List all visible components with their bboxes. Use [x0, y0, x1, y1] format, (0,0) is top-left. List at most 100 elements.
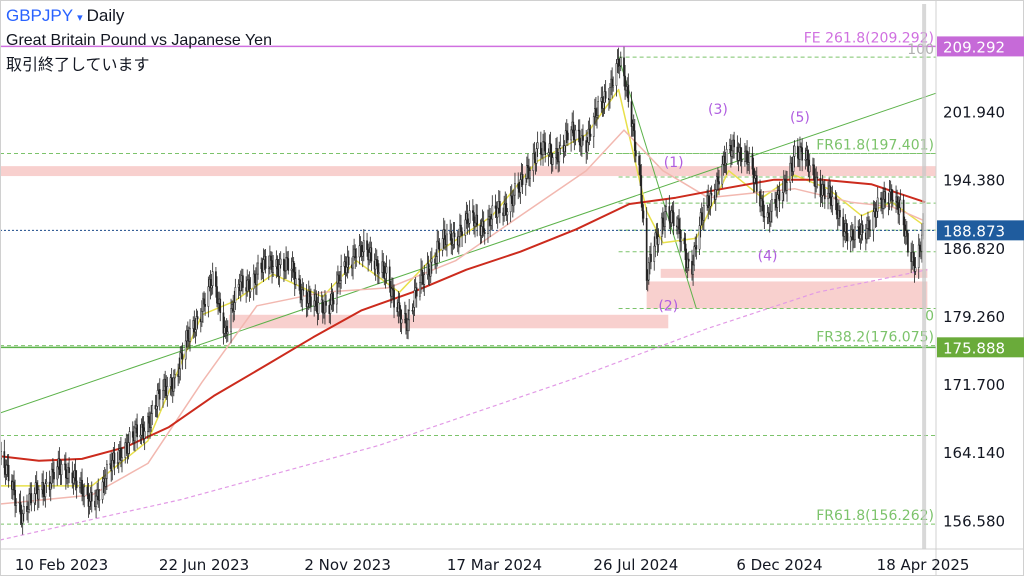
candle-body [912, 251, 915, 258]
candle-body [301, 289, 304, 301]
candle-body [724, 163, 727, 166]
candle-body [586, 141, 589, 153]
price-label-bg [937, 220, 1024, 241]
candle-body [609, 87, 611, 100]
candle-body [752, 168, 755, 183]
candle-body [653, 245, 656, 262]
candle-body [117, 449, 120, 463]
candle-body [517, 183, 520, 189]
candle-body [572, 121, 575, 134]
candle-body [699, 212, 702, 226]
y-tick-label: 156.580 [943, 512, 1005, 530]
x-tick-label: 22 Jun 2023 [159, 556, 249, 574]
candle-body [597, 101, 599, 116]
candle-body [329, 304, 332, 314]
candle-body [111, 460, 114, 472]
candle-body [641, 201, 644, 212]
interval-label[interactable]: Daily [86, 6, 125, 25]
candle-body [186, 329, 189, 339]
candle-body [86, 486, 89, 495]
candle-body [352, 256, 354, 269]
candle-body [450, 230, 453, 245]
wave-label: (3) [708, 102, 728, 118]
candle-body [744, 151, 746, 162]
candle-body [75, 480, 78, 489]
candle-body [211, 271, 214, 286]
candle-body [324, 301, 326, 314]
candle-body [618, 65, 621, 67]
candle-body [88, 501, 91, 507]
candle-body [647, 262, 650, 281]
candle-body [567, 132, 569, 141]
candle-body [230, 308, 232, 333]
candle-body [763, 216, 766, 218]
candle-body [662, 217, 664, 224]
symbol-name[interactable]: GBPJPY [6, 6, 74, 25]
candle-body [544, 142, 547, 155]
candle-body [642, 210, 645, 219]
candle-body [446, 233, 448, 246]
candle-body [611, 78, 613, 88]
candle-body [839, 209, 841, 218]
candle-body [574, 129, 577, 140]
candle-body [632, 123, 635, 131]
candle-body [623, 57, 625, 77]
candle-body [468, 210, 471, 224]
candle-body [347, 256, 350, 266]
candle-body [256, 273, 258, 285]
candle-body [292, 261, 295, 273]
candle-body [496, 207, 499, 218]
candle-body [650, 253, 652, 262]
candle-body [646, 279, 649, 282]
candle-body [413, 290, 416, 308]
candle-body [786, 182, 788, 191]
candle-body [917, 244, 920, 268]
candle-body [338, 274, 340, 284]
candle-body [30, 493, 33, 504]
candle-body [513, 194, 515, 207]
candle-body [715, 176, 718, 190]
candle-body [640, 175, 643, 203]
candle-body [158, 389, 161, 400]
candle-body [147, 416, 149, 432]
candle-body [101, 481, 104, 500]
candle-body [695, 245, 698, 250]
candle-body [323, 312, 325, 314]
symbol-header[interactable]: GBPJPY ▾ Daily [6, 6, 124, 26]
candle-body [710, 193, 713, 196]
candle-body [776, 194, 779, 208]
candle-body [731, 150, 733, 157]
candle-body [907, 233, 909, 253]
candle-body [174, 374, 176, 379]
candle-body [510, 195, 513, 199]
candle-body [799, 146, 801, 160]
candle-body [87, 494, 90, 507]
candle-body [355, 256, 358, 259]
candle-body [487, 218, 489, 234]
candle-body [472, 210, 474, 213]
candle-body [615, 63, 618, 86]
candle-body [491, 205, 494, 220]
candle-body [494, 205, 497, 209]
candle-body [210, 285, 213, 289]
candle-body [378, 272, 380, 275]
candle-body [533, 153, 536, 160]
wave-label: (5) [790, 110, 810, 126]
candle-body [340, 266, 342, 282]
candle-body [33, 493, 36, 504]
candle-body [90, 491, 93, 502]
price-label-bg [937, 337, 1024, 358]
candle-body [385, 266, 388, 274]
candle-body [525, 165, 528, 179]
symbol-dropdown-icon[interactable]: ▾ [77, 12, 83, 24]
candle-body [65, 463, 67, 479]
candle-body [813, 164, 815, 180]
candle-body [427, 263, 430, 275]
price-zone [646, 281, 928, 309]
candle-body [438, 242, 441, 251]
candle-body [391, 288, 393, 297]
candle-body [270, 255, 272, 261]
candle-body [829, 185, 832, 198]
